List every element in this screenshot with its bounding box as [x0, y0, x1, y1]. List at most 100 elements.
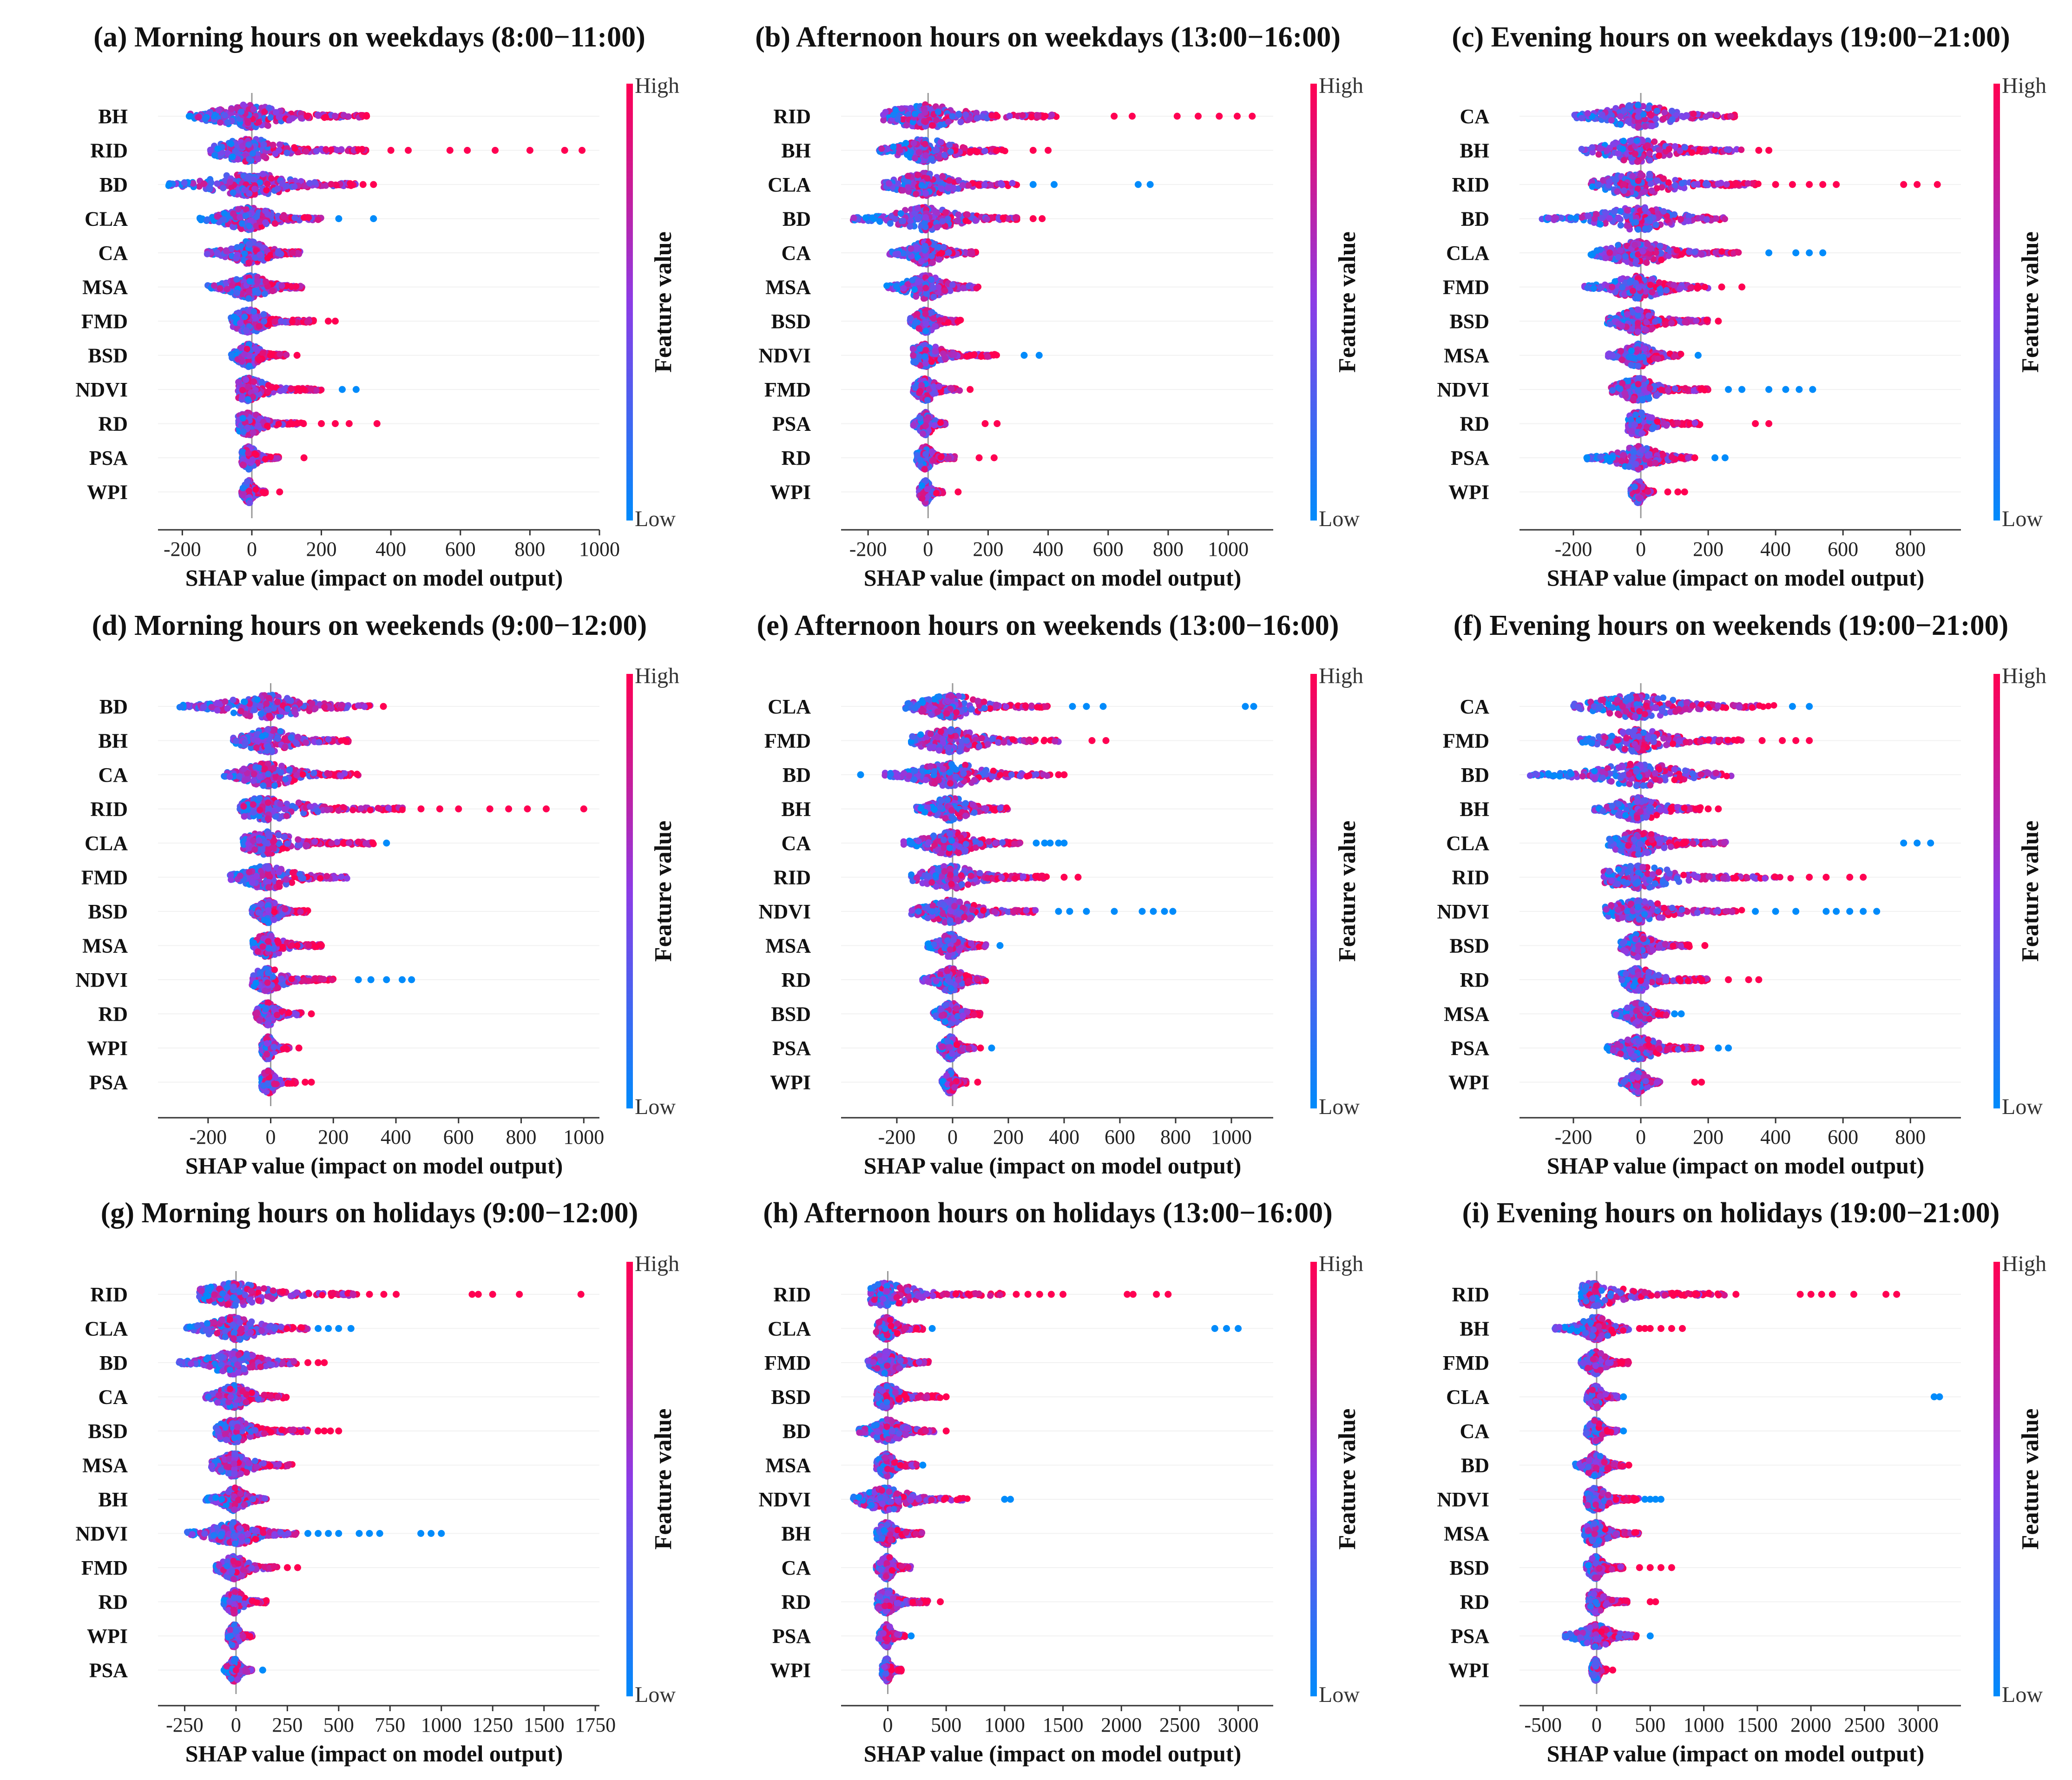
feature-row: BH	[98, 101, 599, 131]
shap-point	[940, 244, 947, 251]
shap-point	[903, 122, 910, 129]
shap-point	[922, 190, 929, 197]
feature-row: BD	[99, 171, 599, 199]
shap-point	[973, 285, 980, 292]
shap-point	[242, 212, 249, 219]
shap-point	[220, 216, 227, 223]
shap-point	[1035, 112, 1042, 119]
feature-row: MSA	[765, 272, 1273, 302]
shap-outlier-low	[1146, 181, 1154, 188]
shap-point	[275, 248, 282, 255]
shap-point	[264, 122, 271, 129]
shap-point	[239, 448, 246, 455]
feature-label: RD	[98, 413, 128, 435]
feature-label: BD	[99, 173, 128, 196]
shap-outlier-high	[370, 181, 377, 188]
feature-label: CA	[781, 242, 811, 264]
shap-point	[962, 111, 969, 118]
shap-point	[264, 181, 271, 187]
colorbar-title: Feature value	[650, 231, 677, 373]
shap-point	[913, 191, 920, 198]
shap-point	[967, 148, 974, 155]
shap-point	[276, 147, 283, 154]
shap-point	[165, 181, 172, 188]
colorbar-low-label: Low	[635, 507, 676, 531]
panel-title: (b) Afternoon hours on weekdays (13:00−1…	[755, 21, 1341, 53]
shap-point	[974, 115, 980, 122]
shap-point	[1019, 112, 1026, 119]
shap-point	[289, 249, 296, 256]
shap-point	[262, 455, 269, 462]
shap-outlier-high	[1249, 112, 1256, 120]
shap-point	[244, 119, 251, 126]
shap-point	[974, 181, 981, 188]
feature-row: CA	[781, 238, 1273, 268]
shap-point	[993, 147, 1000, 154]
shap-point	[905, 184, 912, 191]
shap-point	[271, 220, 278, 227]
shap-outlier-high	[405, 147, 412, 154]
shap-outlier-low	[1134, 181, 1142, 188]
shap-point	[215, 106, 222, 113]
panel-b: (b) Afternoon hours on weekdays (13:00−1…	[755, 21, 1363, 591]
shap-point	[190, 180, 197, 187]
feature-row: CA	[98, 238, 599, 267]
feature-label: BSD	[771, 310, 811, 333]
shap-point	[981, 147, 988, 154]
shap-point	[245, 383, 252, 390]
shap-point	[264, 255, 271, 262]
shap-point	[907, 223, 914, 230]
shap-outlier-low	[1029, 181, 1037, 188]
feature-row: RD	[98, 409, 599, 438]
x-tick-label: 800	[514, 538, 545, 560]
shap-point	[246, 156, 253, 163]
shap-point	[905, 172, 912, 179]
shap-point	[261, 108, 268, 115]
shap-point	[298, 115, 305, 122]
shap-point	[288, 283, 295, 290]
shap-outlier-low	[1051, 181, 1058, 188]
feature-label: RID	[90, 139, 128, 162]
shap-point	[243, 327, 250, 334]
shap-point	[256, 323, 263, 330]
shap-point	[936, 256, 943, 263]
shap-point	[957, 119, 964, 125]
shap-point	[262, 219, 269, 226]
shap-point	[345, 113, 352, 120]
shap-point	[949, 113, 956, 120]
shap-point	[887, 220, 894, 227]
shap-point	[267, 114, 274, 121]
shap-outlier-low	[352, 386, 360, 393]
shap-point	[892, 215, 899, 222]
shap-point	[918, 182, 925, 189]
shap-point	[246, 223, 252, 230]
shap-point	[260, 311, 267, 318]
shap-point	[934, 224, 941, 231]
shap-point	[239, 485, 246, 492]
shap-point	[913, 293, 920, 300]
shap-point	[947, 148, 954, 155]
shap-point	[939, 218, 946, 224]
shap-point	[283, 183, 290, 190]
shap-point	[936, 154, 943, 161]
feature-row: MSA	[82, 272, 599, 302]
shap-point	[1006, 112, 1013, 119]
shap-point	[893, 283, 900, 290]
shap-point	[217, 285, 224, 292]
shap-point	[230, 313, 237, 320]
shap-point	[264, 422, 271, 429]
x-tick-label: 400	[375, 538, 406, 560]
shap-point	[914, 171, 921, 178]
shap-point	[962, 218, 969, 224]
shap-point	[256, 356, 263, 363]
shap-point	[237, 214, 243, 221]
shap-point	[224, 150, 231, 157]
shap-point	[898, 105, 905, 112]
shap-point	[961, 145, 968, 152]
shap-point	[246, 500, 253, 507]
shap-point	[921, 140, 928, 147]
shap-point	[259, 350, 266, 357]
shap-outlier-high	[318, 420, 325, 427]
shap-point	[297, 419, 304, 426]
